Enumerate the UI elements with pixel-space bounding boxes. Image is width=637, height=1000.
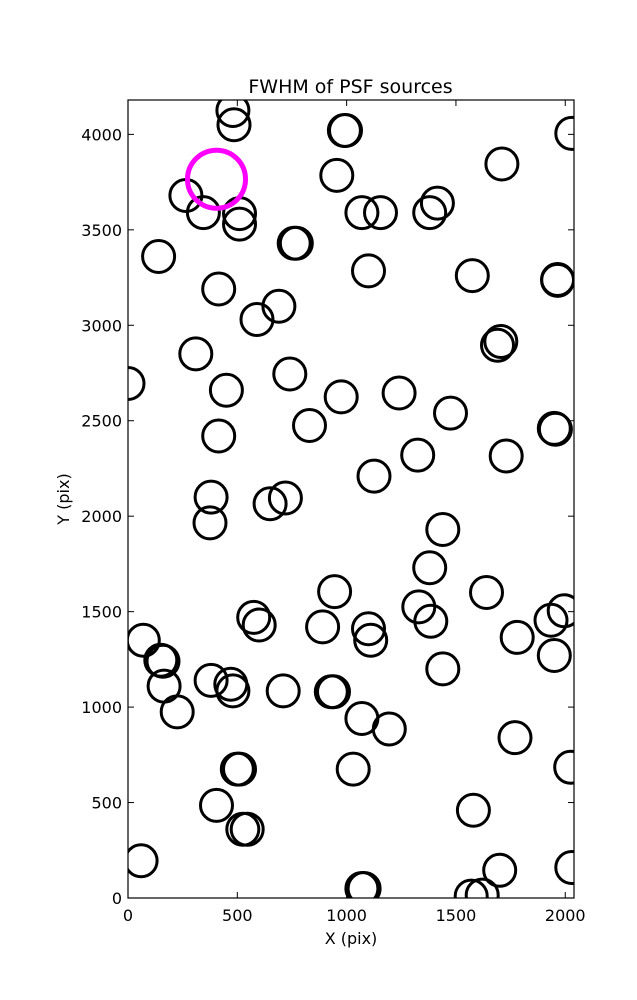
source-marker <box>454 258 490 294</box>
source-marker <box>335 751 371 787</box>
source-marker <box>433 395 468 431</box>
source-marker <box>412 550 448 586</box>
source-marker <box>305 609 341 645</box>
chart-title: FWHM of PSF sources <box>248 76 452 98</box>
source-marker <box>225 811 261 847</box>
source-marker <box>199 787 234 823</box>
source-marker <box>316 674 351 710</box>
highlight-source-marker <box>185 147 248 211</box>
source-marker <box>554 850 574 885</box>
source-marker <box>546 593 574 629</box>
source-marker <box>553 749 574 785</box>
source-marker <box>236 599 272 635</box>
source-marker <box>344 701 380 736</box>
x-tick-label: 1500 <box>436 906 477 925</box>
y-tick-label: 2000 <box>81 507 122 526</box>
source-marker <box>267 480 303 516</box>
source-marker <box>344 195 380 231</box>
source-marker <box>215 100 251 128</box>
source-marker <box>128 843 159 879</box>
source-marker <box>178 336 214 372</box>
source-marker <box>141 239 177 274</box>
source-marker <box>483 324 519 359</box>
source-marker <box>413 603 449 639</box>
source-marker <box>497 720 533 756</box>
source-marker <box>128 622 161 658</box>
source-marker <box>351 611 386 647</box>
y-tick-label: 3500 <box>81 221 122 240</box>
source-marker <box>554 115 574 151</box>
source-marker <box>201 271 237 307</box>
source-marker <box>484 146 520 182</box>
source-marker <box>400 437 436 473</box>
source-marker <box>145 643 181 679</box>
x-tick-label: 1000 <box>326 906 367 925</box>
x-axis-label: X (pix) <box>325 929 378 948</box>
source-marker <box>241 607 277 643</box>
source-marker <box>319 157 355 193</box>
x-tick-label: 0 <box>123 906 133 925</box>
source-marker <box>488 438 524 474</box>
source-marker <box>453 878 489 898</box>
source-marker <box>292 408 327 443</box>
y-tick-label: 3000 <box>81 316 122 335</box>
y-tick-label: 0 <box>112 889 122 908</box>
source-marker <box>222 206 257 242</box>
source-marker <box>356 458 392 494</box>
source-marker <box>482 852 518 888</box>
plot-frame <box>127 99 575 899</box>
x-tick-label: 500 <box>222 906 253 925</box>
source-marker <box>464 877 500 898</box>
source-marker <box>278 225 314 261</box>
source-marker <box>499 619 535 655</box>
source-marker <box>346 871 382 898</box>
source-marker <box>351 253 386 289</box>
source-marker <box>425 651 461 687</box>
source-marker <box>216 107 252 143</box>
source-marker <box>363 195 398 231</box>
source-marker <box>455 792 491 828</box>
source-marker <box>381 375 417 411</box>
source-marker <box>193 479 229 515</box>
x-axis: 0 500 1000 1500 2000 <box>123 100 586 925</box>
source-marker <box>222 751 257 787</box>
source-marker <box>536 638 572 673</box>
source-marker <box>265 673 301 709</box>
source-marker <box>208 372 244 408</box>
source-marker <box>146 668 182 704</box>
y-tick-label: 500 <box>91 794 122 813</box>
source-marker <box>419 185 455 221</box>
y-tick-label: 1500 <box>81 603 122 622</box>
source-marker <box>185 195 221 231</box>
y-tick-label: 1000 <box>81 698 122 717</box>
source-marker <box>480 327 515 363</box>
source-marker <box>317 574 353 610</box>
y-axis: 0 500 1000 1500 2000 2500 3000 3500 4000 <box>81 125 574 908</box>
x-tick-label: 2000 <box>545 906 586 925</box>
y-axis-label: Y (pix) <box>54 473 73 525</box>
source-marker <box>272 356 308 392</box>
source-marker <box>215 673 251 709</box>
source-marker <box>261 288 297 324</box>
source-marker <box>353 622 389 658</box>
source-marker <box>192 505 228 541</box>
source-marker <box>425 512 461 547</box>
source-marker <box>412 195 448 231</box>
y-tick-label: 4000 <box>81 125 122 144</box>
plot-marks <box>128 100 574 898</box>
source-marker <box>469 575 504 610</box>
y-tick-label: 2500 <box>81 412 122 431</box>
source-marker <box>252 486 288 522</box>
source-marker <box>323 379 359 415</box>
source-marker <box>328 113 363 148</box>
source-marker <box>193 662 229 698</box>
source-marker <box>201 418 237 454</box>
source-marker <box>537 411 573 447</box>
source-marker <box>128 366 146 401</box>
